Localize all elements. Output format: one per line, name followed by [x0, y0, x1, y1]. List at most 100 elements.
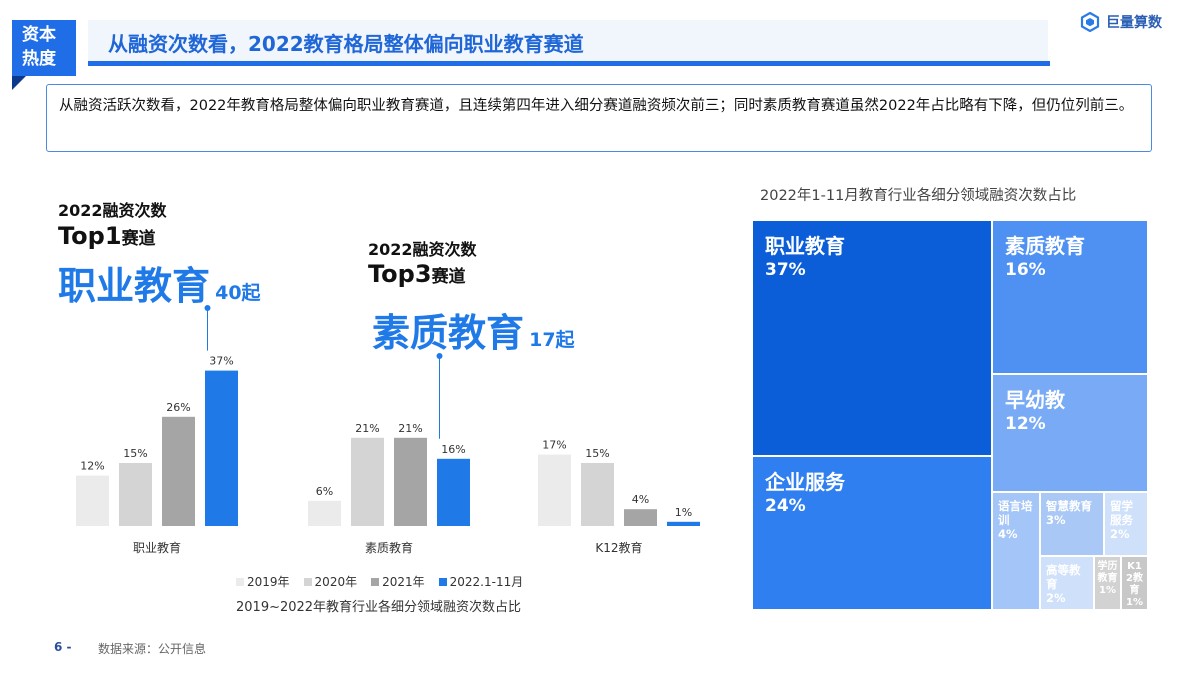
summary-box: 从融资活跃次数看，2022年教育格局整体偏向职业教育赛道，且连续第四年进入细分赛…	[46, 84, 1152, 152]
callout2-top-rank: Top3	[368, 260, 432, 288]
treemap-cell-value: 1%	[1126, 597, 1143, 608]
legend-item: 2020年	[303, 573, 358, 590]
legend-label: 2019年	[247, 575, 290, 589]
treemap-cell-value: 2%	[1110, 527, 1130, 541]
bar-素质教育-2019年	[308, 500, 341, 526]
category-label: 素质教育	[365, 540, 413, 555]
legend-swatch	[303, 577, 312, 586]
section-tag-line1: 资本	[22, 25, 56, 45]
treemap-cell-value: 1%	[1099, 585, 1116, 596]
treemap-cell-label: 留学服务	[1110, 499, 1133, 527]
callout-leader-dot	[436, 353, 443, 359]
treemap-cell-label: K12教育	[1126, 561, 1143, 596]
treemap-cell-2: 素质教育 16%	[992, 220, 1148, 374]
legend-swatch	[438, 577, 447, 586]
callout1-highlight: 职业教育 40起	[58, 255, 261, 310]
bar-职业教育-2021年	[162, 416, 195, 526]
bar-职业教育-2019年	[76, 475, 109, 526]
bar-value-label: 21%	[355, 422, 379, 435]
data-source: 数据来源：公开信息	[98, 642, 207, 656]
callout2-name: 素质教育	[372, 311, 525, 355]
brand-logo-text: 巨量算数	[1106, 15, 1162, 31]
legend-item: 2022.1-11月	[438, 573, 524, 590]
bar-K12教育-2019年	[538, 454, 571, 526]
brand-logo-icon	[1080, 12, 1100, 32]
treemap-cell-1: 企业服务 24%	[752, 456, 992, 610]
bar-value-label: 6%	[316, 485, 333, 498]
callout1-top-suffix: 赛道	[121, 229, 156, 249]
bar-chart-legend: 2019年 2020年 2021年 2022.1-11月	[236, 573, 523, 590]
callout1-top: Top1赛道	[58, 222, 156, 250]
bar-K12教育-2020年	[581, 463, 614, 526]
treemap-cell-7: 高等教育 2%	[1040, 556, 1094, 610]
callout2-highlight: 素质教育 17起	[372, 302, 575, 357]
legend-item: 2019年	[236, 573, 290, 590]
legend-label: 2020年	[314, 575, 358, 589]
bar-value-label: 21%	[398, 422, 422, 435]
legend-swatch	[236, 577, 244, 586]
treemap-cell-label: 素质教育	[1005, 234, 1085, 258]
treemap-cell-5: 智慧教育 3%	[1040, 492, 1104, 556]
legend-swatch	[371, 577, 380, 586]
bar-素质教育-2021年	[394, 437, 427, 526]
treemap-cell-4: 语言培训 4%	[992, 492, 1040, 610]
treemap-cell-label: 高等教育	[1046, 563, 1081, 591]
category-label: 职业教育	[133, 540, 181, 555]
bar-chart-title: 2019~2022年教育行业各细分领域融资次数占比	[236, 600, 522, 615]
treemap-cell-label: 企业服务	[765, 470, 845, 494]
treemap-cell-label: 职业教育	[765, 234, 845, 258]
bar-value-label: 37%	[209, 355, 233, 368]
callout1-name: 职业教育	[58, 264, 211, 308]
treemap-cell-value: 37%	[765, 260, 806, 280]
bar-value-label: 12%	[80, 460, 104, 473]
treemap-cell-value: 2%	[1046, 591, 1066, 605]
treemap-cell-value: 24%	[765, 496, 806, 516]
bar-value-label: 1%	[675, 506, 692, 519]
callout2-top-suffix: 赛道	[431, 267, 466, 287]
bar-K12教育-2022.1-11月	[667, 521, 700, 526]
summary-text: 从融资活跃次数看，2022年教育格局整体偏向职业教育赛道，且连续第四年进入细分赛…	[59, 98, 1134, 114]
treemap-cell-value: 4%	[998, 527, 1018, 541]
treemap-cell-label: 语言培训	[998, 499, 1033, 527]
legend-item: 2021年	[371, 573, 425, 590]
bar-素质教育-2020年	[351, 437, 384, 526]
treemap-cell-label: 学历教育	[1097, 561, 1118, 584]
legend-label: 2022.1-11月	[449, 575, 524, 589]
bar-value-label: 4%	[632, 493, 649, 506]
treemap-title: 2022年1-11月教育行业各细分领域融资次数占比	[760, 188, 1077, 204]
page-number-value: 6	[54, 640, 63, 654]
section-tag: 资本 热度	[12, 20, 76, 76]
callout2-line1: 2022融资次数	[368, 240, 477, 259]
bar-value-label: 15%	[585, 447, 609, 460]
page-number: 6 -	[54, 640, 72, 654]
legend-label: 2021年	[382, 575, 425, 589]
callout-leader-dot	[204, 305, 211, 311]
callout1-count: 40起	[215, 282, 261, 304]
callout2-top: Top3赛道	[368, 260, 466, 288]
bar-value-label: 16%	[441, 443, 465, 456]
treemap-chart: 职业教育 37% 企业服务 24% 素质教育 16% 早幼教 12% 语言培训 4% 智慧教育 3% 留…	[752, 220, 1148, 610]
title-bar	[88, 20, 1048, 64]
treemap-cell-label: 智慧教育	[1046, 499, 1092, 513]
treemap-cell-8: 学历教育 1%	[1094, 556, 1121, 610]
bar-K12教育-2021年	[624, 509, 657, 526]
category-label: K12教育	[595, 540, 642, 555]
treemap-cell-value: 12%	[1005, 414, 1046, 434]
section-tag-line2: 热度	[22, 49, 56, 69]
bar-素质教育-2022.1-11月	[437, 458, 470, 526]
title-underline	[88, 61, 1050, 66]
treemap-cell-9: K12教育 1%	[1121, 556, 1148, 610]
treemap-cell-label: 早幼教	[1005, 388, 1065, 412]
treemap-cell-3: 早幼教 12%	[992, 374, 1148, 492]
treemap-cell-value: 16%	[1005, 260, 1046, 280]
bar-职业教育-2020年	[119, 463, 152, 526]
bar-职业教育-2022.1-11月	[205, 370, 238, 526]
page-title: 从融资次数看，2022教育格局整体偏向职业教育赛道	[108, 32, 584, 56]
treemap-cell-6: 留学服务 2%	[1104, 492, 1148, 556]
section-tag-fold	[12, 76, 26, 90]
callout1-top-rank: Top1	[58, 222, 122, 250]
bar-value-label: 17%	[542, 439, 566, 452]
bar-value-label: 26%	[166, 401, 190, 414]
callout2-count: 17起	[529, 329, 575, 351]
treemap-cell-0: 职业教育 37%	[752, 220, 992, 456]
